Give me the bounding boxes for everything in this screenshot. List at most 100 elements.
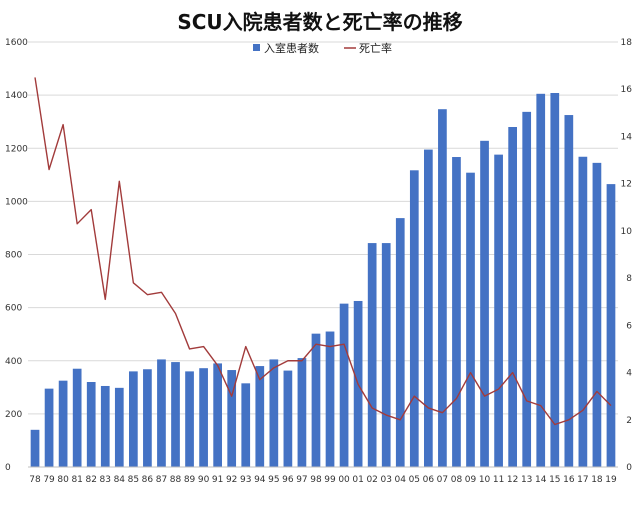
x-tick-label: 88 bbox=[170, 475, 182, 485]
y-left-tick-label: 600 bbox=[5, 304, 22, 314]
y-right-tick-label: 0 bbox=[626, 463, 632, 473]
x-tick-label: 18 bbox=[591, 475, 603, 485]
y-right-tick-label: 16 bbox=[621, 85, 633, 95]
bar bbox=[536, 93, 546, 468]
x-tick-label: 06 bbox=[423, 475, 435, 485]
x-tick-label: 97 bbox=[296, 475, 307, 485]
bar bbox=[143, 369, 152, 467]
legend-label-line: 死亡率 bbox=[359, 41, 392, 55]
y-left-tick-label: 0 bbox=[5, 463, 11, 473]
y-right-tick-label: 2 bbox=[626, 416, 632, 426]
x-tick-label: 80 bbox=[57, 475, 69, 485]
x-tick-label: 86 bbox=[142, 475, 154, 485]
right-axis: 0 2 4 6 8 10 12 14 16 18 bbox=[621, 38, 633, 473]
x-tick-label: 04 bbox=[395, 475, 407, 485]
legend: 入室患者数 死亡率 bbox=[253, 41, 392, 55]
y-left-tick-label: 800 bbox=[5, 251, 22, 261]
chart-title: SCU入院患者数と死亡率の推移 bbox=[177, 10, 462, 34]
bar bbox=[494, 154, 503, 468]
bar bbox=[452, 157, 461, 467]
bar bbox=[86, 382, 96, 467]
bar bbox=[522, 111, 532, 468]
x-tick-label: 98 bbox=[310, 475, 322, 485]
x-tick-label: 07 bbox=[437, 475, 448, 485]
y-left-tick-label: 200 bbox=[5, 410, 22, 420]
left-axis: 0 200 400 600 800 1000 1200 1400 1600 bbox=[5, 38, 28, 473]
bar bbox=[466, 172, 475, 467]
x-tick-label: 94 bbox=[254, 475, 266, 485]
bar bbox=[269, 359, 279, 467]
bar bbox=[213, 363, 222, 467]
bar bbox=[185, 371, 194, 468]
y-right-tick-label: 8 bbox=[626, 274, 632, 284]
bar bbox=[311, 333, 321, 467]
x-tick-label: 17 bbox=[577, 475, 588, 485]
bar bbox=[381, 243, 391, 467]
x-tick-label: 01 bbox=[352, 475, 363, 485]
bar bbox=[339, 303, 349, 467]
bar bbox=[171, 362, 180, 467]
x-tick-label: 11 bbox=[493, 475, 504, 485]
x-tick-label: 90 bbox=[198, 475, 210, 485]
x-tick-label: 10 bbox=[479, 475, 491, 485]
y-left-tick-label: 1200 bbox=[5, 144, 28, 154]
x-tick-label: 92 bbox=[226, 475, 237, 485]
mortality-line bbox=[34, 77, 612, 426]
bar bbox=[592, 162, 602, 468]
bar bbox=[199, 368, 208, 467]
x-tick-label: 84 bbox=[114, 475, 126, 485]
bar bbox=[283, 370, 293, 467]
y-left-tick-label: 1400 bbox=[5, 91, 28, 101]
x-tick-label: 89 bbox=[184, 475, 196, 485]
x-tick-label: 08 bbox=[451, 475, 463, 485]
bar bbox=[100, 385, 110, 467]
y-right-tick-label: 12 bbox=[621, 180, 632, 190]
x-tick-label: 93 bbox=[240, 475, 251, 485]
bar bbox=[480, 140, 489, 467]
line-series bbox=[34, 77, 612, 426]
x-tick-label: 09 bbox=[465, 475, 477, 485]
y-left-tick-label: 1600 bbox=[5, 38, 28, 48]
y-left-tick-label: 400 bbox=[5, 357, 22, 367]
y-right-tick-label: 4 bbox=[626, 369, 632, 379]
bar bbox=[438, 109, 447, 467]
bar bbox=[508, 127, 517, 467]
x-tick-label: 05 bbox=[409, 475, 420, 485]
x-tick-label: 03 bbox=[380, 475, 391, 485]
bar bbox=[58, 380, 68, 467]
bar bbox=[30, 429, 40, 467]
bar bbox=[255, 366, 265, 467]
x-tick-label: 14 bbox=[535, 475, 547, 485]
x-tick-label: 87 bbox=[156, 475, 167, 485]
x-tick-label: 78 bbox=[29, 475, 41, 485]
bar bbox=[424, 149, 433, 467]
x-tick-label: 91 bbox=[212, 475, 223, 485]
x-tick-label: 00 bbox=[338, 475, 350, 485]
y-right-tick-label: 14 bbox=[621, 132, 633, 142]
x-tick-label: 13 bbox=[521, 475, 532, 485]
y-right-tick-label: 6 bbox=[626, 321, 632, 331]
y-right-tick-label: 10 bbox=[621, 227, 633, 237]
bar bbox=[297, 358, 307, 467]
bar bbox=[606, 184, 616, 468]
bar bbox=[72, 368, 82, 467]
bar bbox=[227, 370, 237, 467]
bar bbox=[564, 115, 574, 468]
bar bbox=[114, 387, 124, 467]
bar bbox=[395, 218, 405, 467]
bar bbox=[367, 243, 377, 467]
x-tick-label: 19 bbox=[605, 475, 617, 485]
x-tick-label: 99 bbox=[324, 475, 336, 485]
bar bbox=[550, 93, 560, 467]
x-tick-label: 81 bbox=[71, 475, 82, 485]
x-tick-label: 96 bbox=[282, 475, 294, 485]
bar bbox=[578, 156, 588, 467]
x-tick-label: 83 bbox=[100, 475, 111, 485]
legend-label-bar: 入室患者数 bbox=[264, 41, 319, 55]
bar bbox=[241, 383, 251, 467]
bar bbox=[325, 331, 335, 467]
y-left-tick-label: 1000 bbox=[5, 197, 28, 207]
x-tick-label: 02 bbox=[366, 475, 377, 485]
